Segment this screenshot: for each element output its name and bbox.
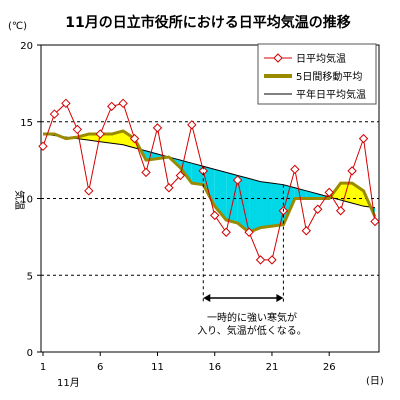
cold-fill-segment [260, 181, 272, 228]
daily-mean-point [244, 227, 254, 237]
x-tick-label: 6 [97, 362, 103, 373]
daily-mean-point [95, 129, 105, 139]
daily-mean-line [42, 102, 376, 261]
x-tick-label: 21 [266, 362, 279, 373]
daily-mean-point [255, 255, 266, 265]
legend-label-daily: 日平均気温 [296, 52, 346, 65]
daily-mean-point [358, 133, 369, 144]
daily-mean-point [232, 175, 243, 185]
y-tick-label: 5 [27, 271, 33, 282]
y-tick-label: 15 [20, 118, 33, 129]
legend: 日平均気温 5日間移動平均 平年日平均気温 [257, 43, 377, 105]
x-tick-label: 1 [40, 362, 46, 373]
daily-mean-point [129, 133, 140, 144]
daily-mean-point [84, 186, 94, 196]
chart-title: 11月の日立市役所における日平均気温の推移 [65, 14, 350, 31]
annotation-arrow-left-head [203, 294, 211, 302]
x-month-label: 11月 [57, 377, 80, 389]
daily-mean-point [290, 164, 300, 175]
daily-mean-point [187, 120, 197, 130]
legend-label-normal: 平年日平均気温 [296, 88, 366, 101]
cold-fill-segment [226, 172, 238, 224]
daily-mean-point [38, 141, 48, 152]
daily-mean-point [347, 166, 357, 176]
cold-fill-segment [249, 178, 261, 233]
y-unit-label: (℃) [8, 21, 27, 32]
cold-fill-segment [203, 166, 215, 207]
daily-mean-point [370, 216, 380, 227]
y-tick-label: 20 [20, 41, 33, 52]
y-tick-label: 0 [27, 348, 33, 359]
daily-mean-point [49, 109, 60, 119]
daily-mean-point [118, 98, 128, 109]
legend-marker-daily [273, 53, 283, 63]
y-axis-label: 気温 [13, 190, 26, 210]
x-tick-label: 16 [208, 362, 221, 373]
daily-mean-point [164, 183, 174, 193]
warm-fill-segment [100, 134, 112, 144]
y-tick-label: 10 [20, 195, 33, 206]
annotation-arrow-right-head [276, 294, 284, 302]
annotation-line-1: 一時的に強い寒気が [207, 311, 297, 324]
daily-mean-point [313, 204, 323, 214]
daily-mean-point [267, 255, 277, 265]
warm-fill-segment [88, 134, 101, 142]
x-unit-label: (日) [366, 376, 384, 387]
warm-fill-segment [352, 183, 364, 207]
daily-mean-point [221, 227, 231, 237]
cold-fill-segment [271, 183, 284, 227]
daily-mean-point [72, 124, 83, 135]
daily-mean-point [175, 170, 186, 181]
x-tick-label: 11 [151, 362, 164, 373]
daily-mean-point [141, 167, 151, 178]
cold-fill-segment [306, 190, 318, 199]
daily-mean-point [106, 101, 117, 112]
daily-mean-point [301, 226, 312, 236]
annotation-line-2: 入り、気温が低くなる。 [197, 324, 307, 337]
legend-label-moving-average: 5日間移動平均 [296, 70, 362, 83]
daily-mean-point [210, 210, 220, 221]
warm-fill-segment [123, 130, 135, 148]
x-tick-label: 26 [323, 362, 336, 373]
cold-fill-segment [191, 163, 204, 185]
daily-mean-point [324, 187, 334, 198]
daily-mean-point [61, 98, 71, 109]
daily-mean-point [152, 123, 163, 133]
daily-mean-point [335, 206, 346, 216]
